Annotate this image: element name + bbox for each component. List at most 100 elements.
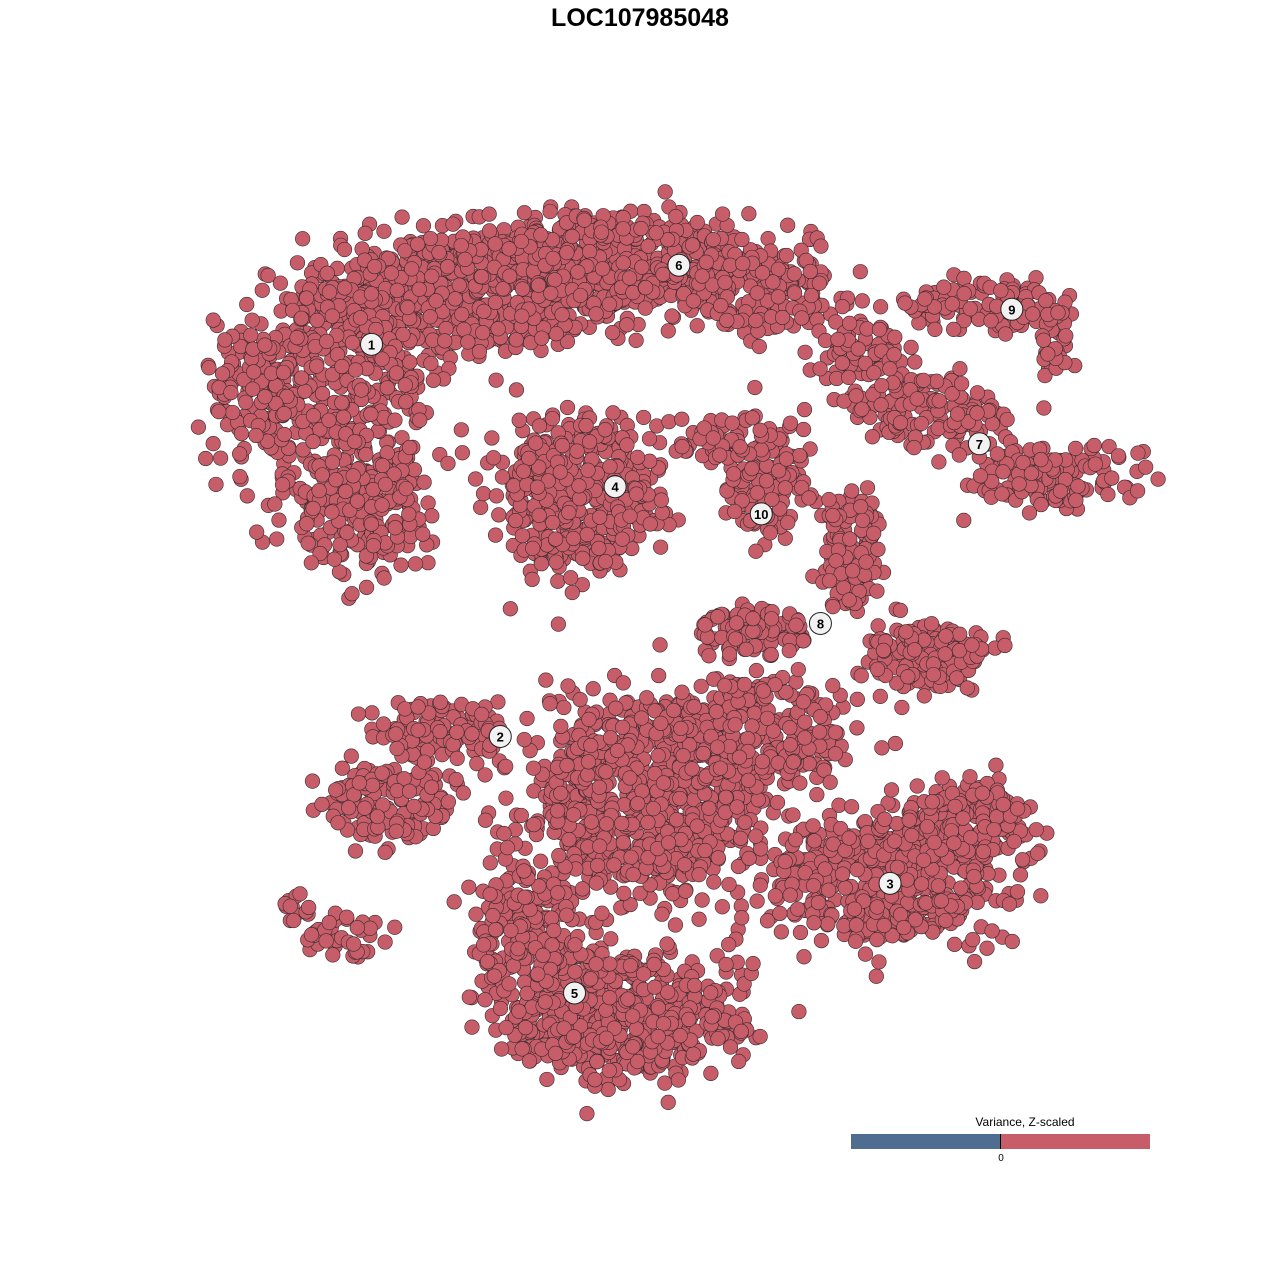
data-point (341, 800, 357, 816)
data-point (529, 479, 546, 495)
data-point (774, 309, 791, 326)
data-point (931, 454, 947, 470)
data-point (190, 419, 207, 435)
data-point (664, 308, 680, 324)
data-point (952, 361, 968, 377)
data-point (314, 796, 330, 812)
data-point (740, 731, 756, 747)
data-point (572, 287, 589, 304)
data-point (886, 347, 902, 363)
data-point (906, 440, 922, 456)
data-point (276, 426, 292, 443)
data-point (576, 212, 592, 228)
data-point (915, 372, 932, 388)
data-point (842, 531, 858, 547)
data-point (416, 474, 432, 490)
data-point (560, 678, 576, 694)
data-point (760, 231, 776, 247)
data-point (488, 372, 504, 388)
data-point (645, 801, 661, 817)
data-point (548, 554, 564, 570)
data-point (594, 261, 611, 277)
data-point (754, 265, 771, 281)
data-point (591, 540, 607, 556)
data-point (782, 737, 798, 753)
data-point (591, 779, 608, 795)
data-point (201, 360, 217, 376)
data-point (205, 436, 221, 452)
data-point (796, 402, 813, 418)
data-point (792, 447, 808, 464)
data-point (909, 391, 925, 407)
data-point (549, 803, 566, 819)
data-point (244, 312, 260, 328)
data-point (997, 637, 1013, 654)
data-point (622, 508, 638, 524)
data-point (995, 464, 1011, 480)
data-point (476, 303, 492, 319)
data-point (689, 318, 705, 334)
data-point (994, 486, 1010, 502)
data-point (972, 468, 989, 484)
data-point (854, 293, 870, 309)
data-point (786, 285, 803, 301)
data-point (897, 295, 913, 311)
data-point (416, 754, 433, 770)
data-point (873, 397, 889, 413)
data-point (432, 723, 448, 740)
data-point (750, 792, 766, 808)
data-point (1050, 305, 1066, 321)
data-point (751, 338, 767, 355)
data-point (830, 331, 846, 348)
data-point (412, 412, 428, 428)
data-point (440, 455, 456, 472)
data-point (481, 206, 497, 222)
data-point (894, 699, 910, 716)
data-point (498, 758, 514, 775)
data-point (710, 850, 726, 866)
data-point (257, 337, 273, 353)
data-point (602, 730, 619, 746)
data-point (684, 237, 701, 253)
data-point (564, 584, 580, 601)
data-point (293, 310, 309, 326)
data-point (827, 724, 844, 740)
data-point (388, 823, 404, 839)
data-point (300, 535, 316, 551)
data-point (336, 241, 353, 258)
data-point (844, 563, 861, 579)
data-point (415, 526, 431, 542)
data-point (738, 641, 754, 657)
data-point (989, 446, 1006, 462)
data-point (460, 334, 476, 350)
data-point (795, 633, 811, 649)
data-point (615, 221, 631, 237)
data-point (797, 344, 813, 360)
data-point (559, 245, 575, 261)
data-point (314, 386, 331, 402)
data-point (762, 525, 778, 541)
data-point (321, 412, 337, 428)
data-point (748, 662, 764, 679)
data-point (1086, 437, 1102, 454)
data-point (581, 711, 597, 727)
data-point (388, 726, 404, 742)
data-point (962, 301, 978, 317)
data-point (931, 393, 947, 409)
data-point (411, 281, 427, 297)
data-point (447, 291, 463, 307)
data-point (731, 749, 748, 765)
data-point (874, 740, 890, 756)
data-point (407, 556, 424, 572)
data-point (691, 911, 707, 927)
data-point (689, 214, 705, 231)
data-point (701, 800, 717, 816)
data-point (364, 705, 380, 721)
data-point (583, 737, 599, 754)
data-point (668, 208, 684, 225)
data-point (464, 726, 480, 742)
data-point (344, 586, 360, 602)
data-point (745, 611, 761, 627)
data-point (608, 700, 624, 716)
data-point (859, 480, 876, 496)
